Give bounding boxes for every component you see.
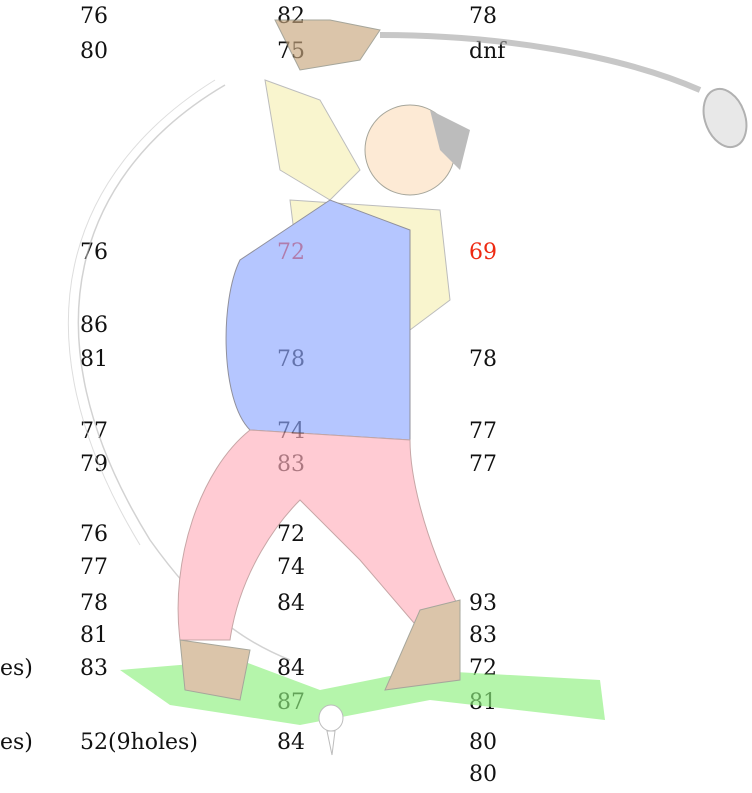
score-cell: 72: [277, 240, 305, 266]
score-cell: 74: [277, 419, 305, 445]
score-cell: 76: [80, 522, 108, 548]
page: 76 82 78 80 75 dnf 76 72 69 86 81 78 78 77 74 77 79 83 77 7…: [0, 0, 752, 793]
score-cell: 81: [80, 347, 108, 373]
score-cell: 72: [277, 522, 305, 548]
score-cell: 78: [277, 347, 305, 373]
score-cell: 75: [277, 39, 305, 65]
score-cell: dnf: [469, 39, 505, 65]
score-cell: 82: [277, 4, 305, 30]
score-cell: 87: [277, 690, 305, 716]
score-cell: 80: [469, 762, 497, 788]
score-cell: 86: [80, 313, 108, 339]
score-cell: 77: [469, 419, 497, 445]
score-cell: 52(9holes): [80, 730, 198, 756]
score-cell: 80: [80, 39, 108, 65]
score-cell: 78: [469, 4, 497, 30]
score-cell: 72: [469, 656, 497, 682]
score-cell: 84: [277, 591, 305, 617]
score-cell: es): [0, 730, 33, 756]
score-cell: 81: [469, 690, 497, 716]
score-cell: 77: [80, 419, 108, 445]
score-cell: 93: [469, 591, 497, 617]
score-cell: 77: [80, 555, 108, 581]
score-cell: 84: [277, 730, 305, 756]
score-cell: 77: [469, 452, 497, 478]
score-cell: es): [0, 656, 33, 682]
score-cell: 83: [80, 656, 108, 682]
score-cell: 78: [469, 347, 497, 373]
score-cell: 84: [277, 656, 305, 682]
score-cell: 69: [469, 240, 497, 266]
score-cell: 79: [80, 452, 108, 478]
score-cell: 80: [469, 730, 497, 756]
golfer-clipart: [0, 0, 752, 793]
score-cell: 78: [80, 591, 108, 617]
score-cell: 83: [469, 623, 497, 649]
score-cell: 76: [80, 240, 108, 266]
score-cell: 76: [80, 4, 108, 30]
score-cell: 74: [277, 555, 305, 581]
score-cell: 83: [277, 452, 305, 478]
score-cell: 81: [80, 623, 108, 649]
